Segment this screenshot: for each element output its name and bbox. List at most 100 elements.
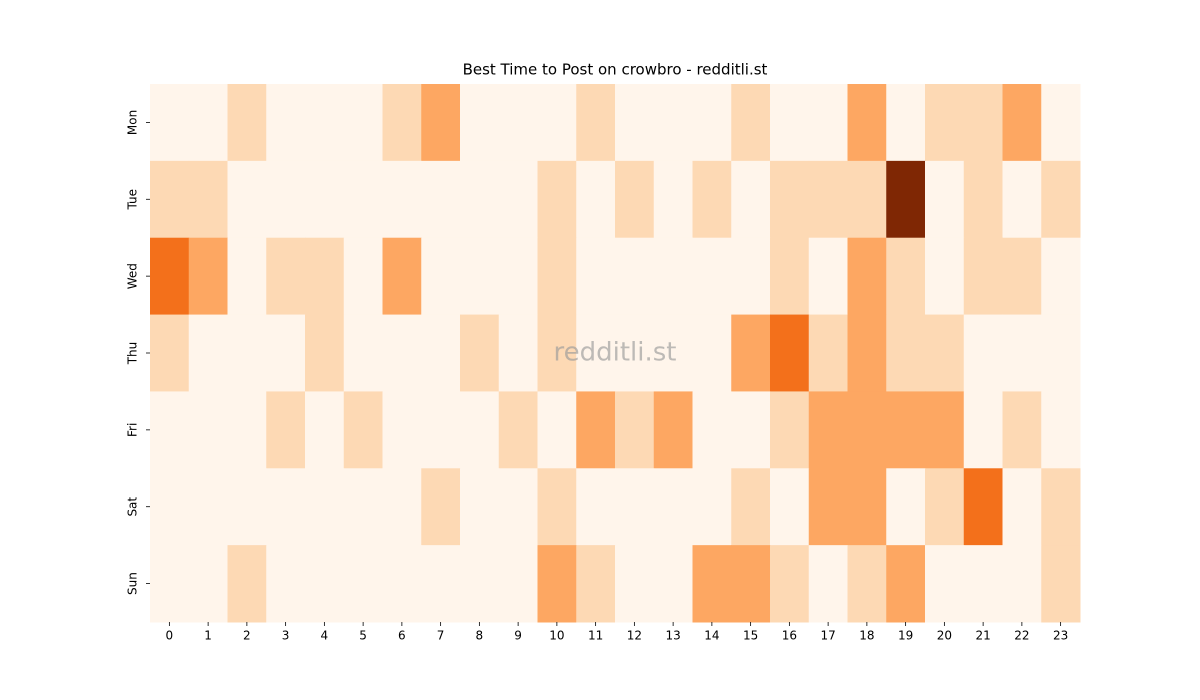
heatmap-cell [421, 84, 461, 162]
x-tick-label: 14 [704, 629, 719, 643]
heatmap-cell [382, 237, 422, 316]
x-tick-label: 2 [243, 629, 251, 643]
heatmap-cell [1002, 468, 1042, 546]
heatmap-cell [305, 468, 345, 546]
heatmap-cell [963, 391, 1003, 469]
x-tick-label: 5 [359, 629, 367, 643]
heatmap-cell [808, 468, 848, 546]
heatmap-cell [305, 545, 345, 623]
heatmap-cell [731, 545, 771, 623]
heatmap-cell [421, 314, 461, 392]
heatmap-cell [1041, 84, 1081, 162]
x-tick-label: 7 [437, 629, 445, 643]
heatmap-cell [460, 160, 500, 239]
heatmap-cell [498, 391, 538, 469]
heatmap-cell [227, 545, 267, 623]
heatmap-cell [808, 84, 848, 162]
heatmap-cell [188, 391, 228, 469]
heatmap-cell [227, 160, 267, 239]
heatmap-cell [421, 391, 461, 469]
heatmap-cell [382, 160, 422, 239]
heatmap-cell [498, 237, 538, 316]
heatmap-cell [1041, 314, 1081, 392]
heatmap-cell [576, 545, 616, 623]
heatmap-cell [731, 314, 771, 392]
heatmap-cell [731, 391, 771, 469]
heatmap-cell [847, 237, 887, 316]
x-tick-label: 19 [898, 629, 913, 643]
heatmap-cell [692, 545, 732, 623]
heatmap-cell [963, 468, 1003, 546]
heatmap-cell [1002, 237, 1042, 316]
heatmap-cell [537, 237, 577, 316]
heatmap-cell [808, 391, 848, 469]
heatmap-cell [227, 237, 267, 316]
heatmap-cell [150, 314, 190, 392]
heatmap-cell [150, 545, 190, 623]
heatmap-cell [305, 237, 345, 316]
heatmap-cell [886, 84, 926, 162]
heatmap-cell [886, 468, 926, 546]
heatmap-cell [653, 314, 693, 392]
heatmap-cell [963, 314, 1003, 392]
heatmap-cell [537, 391, 577, 469]
heatmap-cell [537, 160, 577, 239]
heatmap-cell [615, 237, 655, 316]
x-tick-label: 12 [627, 629, 642, 643]
heatmap-cell [150, 237, 190, 316]
heatmap-cell [537, 545, 577, 623]
heatmap-cell [731, 160, 771, 239]
x-tick-label: 22 [1014, 629, 1029, 643]
heatmap-cell [731, 468, 771, 546]
heatmap-cell [653, 468, 693, 546]
x-tick-label: 21 [975, 629, 990, 643]
heatmap-cell [305, 160, 345, 239]
heatmap-cell [847, 545, 887, 623]
heatmap-cell [227, 468, 267, 546]
heatmap-cell [963, 160, 1003, 239]
heatmap-cell [576, 314, 616, 392]
watermark: redditli.st [554, 338, 677, 368]
chart-title: Best Time to Post on crowbro - redditli.… [463, 61, 768, 79]
heatmap-cell [615, 84, 655, 162]
x-tick-label: 10 [549, 629, 564, 643]
x-tick-label: 4 [321, 629, 329, 643]
x-tick-label: 3 [282, 629, 290, 643]
x-tick-label: 23 [1053, 629, 1068, 643]
x-tick-label: 18 [859, 629, 874, 643]
heatmap-cell [770, 468, 810, 546]
heatmap-cell [692, 468, 732, 546]
x-tick-label: 6 [398, 629, 406, 643]
heatmap-cell [847, 391, 887, 469]
x-tick-label: 8 [476, 629, 484, 643]
y-tick-label: Sun [126, 572, 140, 595]
x-tick-label: 16 [782, 629, 797, 643]
heatmap-cell [770, 160, 810, 239]
heatmap-cell [150, 391, 190, 469]
heatmap-cell [150, 84, 190, 162]
y-tick-label: Thu [126, 342, 140, 366]
heatmap-cell [188, 160, 228, 239]
heatmap-cell [1002, 84, 1042, 162]
heatmap-cell [653, 84, 693, 162]
heatmap-cell [963, 237, 1003, 316]
heatmap-cell [653, 237, 693, 316]
heatmap-cell [382, 468, 422, 546]
heatmap-cell [1041, 391, 1081, 469]
heatmap-cell [1002, 391, 1042, 469]
heatmap-cell [615, 468, 655, 546]
heatmap-cell [847, 160, 887, 239]
heatmap-cell [188, 468, 228, 546]
heatmap-cell [421, 468, 461, 546]
heatmap-cell [460, 314, 500, 392]
heatmap-cell [653, 545, 693, 623]
heatmap-cell [770, 391, 810, 469]
heatmap-cell [808, 160, 848, 239]
heatmap-cell [498, 545, 538, 623]
heatmap-cell [498, 160, 538, 239]
heatmap-cell [692, 84, 732, 162]
heatmap-cell [576, 468, 616, 546]
heatmap-cell [305, 84, 345, 162]
heatmap-cell [808, 545, 848, 623]
